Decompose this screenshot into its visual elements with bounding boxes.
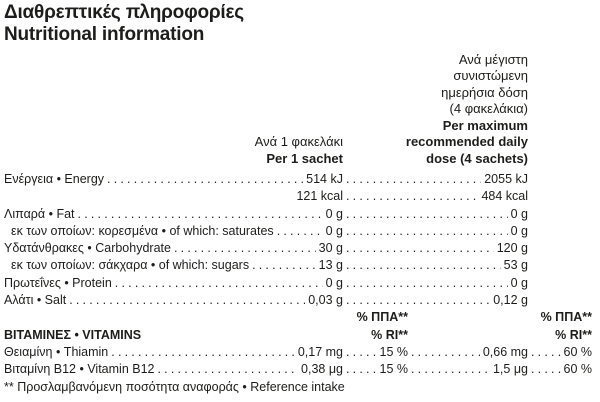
per-sachet-value: 13 g [318, 258, 343, 273]
dot-leader [69, 293, 305, 307]
row-label: Υδατάνθρακες • Carbohydrate [4, 241, 171, 256]
dot-leader [115, 276, 323, 290]
per-sachet-value: 0,38 μg [301, 362, 343, 377]
per-sachet-value: 0 g [325, 206, 343, 221]
dot-leader [346, 224, 508, 238]
per-max-greek-line: ημερήσια δόση [441, 84, 528, 100]
per-sachet-pct: 15 % [379, 362, 409, 377]
table-row-energy-kcal: 121 kcal 484 kcal [4, 189, 596, 206]
row-label: εκ των οποίων: σάκχαρα • of which: sugar… [11, 258, 250, 273]
dot-leader [346, 345, 377, 359]
title-english: Nutritional information [4, 24, 205, 45]
per-max-value: 0 g [510, 223, 528, 238]
table-row-sugars: εκ των οποίων: σάκχαρα • of which: sugar… [4, 258, 596, 275]
row-label: Θειαμίνη • Thiamin [4, 344, 109, 359]
per-max-greek-line: συνιστώμενη [453, 68, 528, 83]
dot-leader [346, 207, 508, 221]
dot-leader [252, 258, 316, 272]
per-sachet-pct: 15 % [379, 344, 409, 359]
table-row-protein: Πρωτεΐνες • Protein 0 g 0 g [4, 276, 596, 293]
per-sachet-greek: Ανά 1 φακελάκι [254, 134, 343, 149]
table-row-saturates: εκ των οποίων: κορεσμένα • of which: sat… [4, 224, 596, 241]
dot-leader [531, 345, 561, 359]
table-row-salt: Αλάτι • Salt 0,03 g 0,12 g [4, 293, 596, 310]
per-max-pct: 60 % [563, 362, 593, 377]
per-max-value: 0,66 mg [482, 344, 528, 359]
dot-leader [277, 224, 323, 238]
per-sachet-value: 0,17 mg [297, 344, 343, 359]
per-max-english-line: Per maximum [442, 117, 528, 133]
reference-intake-footnote: ** Προσλαμβανόμενη ποσότητα αναφοράς • R… [4, 380, 345, 395]
dot-leader [158, 362, 299, 376]
per-max-value: 484 kcal [481, 189, 528, 204]
table-row-thiamin: Θειαμίνη • Thiamin 0,17 mg 15 % 0,66 mg … [4, 345, 596, 362]
per-max-value: 0 g [510, 206, 528, 221]
per-max-english-line: dose (4 sachets) [426, 150, 528, 166]
page-title: Διαθρεπτικές πληροφορίες Nutritional inf… [4, 2, 244, 46]
table-row-fat: Λιπαρά • Fat 0 g 0 g [4, 207, 596, 224]
per-max-greek-line: Ανά μέγιστη [458, 51, 528, 67]
per-max-english-line: recommended daily [405, 134, 528, 149]
dot-leader [346, 189, 478, 203]
row-label: Πρωτεΐνες • Protein [4, 275, 112, 290]
per-sachet-english: Per 1 sachet [266, 150, 343, 166]
table-row-vitamins-header: ΒΙΤΑΜΙΝΕΣ • VITAMINS % RI** % RI** [4, 328, 596, 345]
per-max-value: 0 g [510, 275, 528, 290]
dot-leader [411, 345, 480, 359]
per-sachet-value: 514 kJ [306, 172, 343, 186]
dot-leader [111, 345, 295, 359]
dot-leader [346, 241, 494, 255]
per-sachet-value: 121 kcal [296, 189, 343, 204]
row-label: Βιταμίνη Β12 • Vitamin B12 [4, 362, 155, 377]
ppa-header-sachet: % ΠΠΑ** [356, 310, 408, 325]
per-sachet-value: 0 g [325, 223, 343, 238]
nutrition-table: Ενέργεια • Energy 514 kJ 2055 kJ 121 kca… [4, 172, 596, 397]
table-row-footnote: ** Προσλαμβανόμενη ποσότητα αναφοράς • R… [4, 380, 596, 397]
row-label: εκ των οποίων: κορεσμένα • of which: sat… [11, 223, 274, 238]
row-label: Αλάτι • Salt [4, 293, 67, 308]
table-row-vitamin-b12: Βιταμίνη Β12 • Vitamin B12 0,38 μg 15 % … [4, 362, 596, 379]
table-row-carbohydrate: Υδατάνθρακες • Carbohydrate 30 g 120 g [4, 241, 596, 258]
per-sachet-value: 0 g [325, 275, 343, 290]
per-max-value: 1,5 μg [492, 362, 528, 377]
row-label: Λιπαρά • Fat [4, 206, 75, 221]
per-max-value: 2055 kJ [484, 172, 528, 186]
dot-leader [346, 258, 501, 272]
column-header-per-sachet: Ανά 1 φακελάκι Per 1 sachet [255, 134, 343, 167]
dot-leader [346, 172, 481, 186]
per-max-value: 0,12 g [493, 293, 528, 308]
dot-leader [346, 293, 490, 307]
ri-header-max: % RI** [555, 327, 592, 342]
dot-leader [107, 172, 303, 186]
vitamins-section-label: ΒΙΤΑΜΙΝΕΣ • VITAMINS [4, 327, 142, 342]
dot-leader [411, 362, 490, 376]
per-max-greek-line: (4 φακελάκια) [449, 101, 528, 116]
dot-leader [174, 241, 316, 255]
dot-leader [531, 362, 561, 376]
column-headers: Ανά 1 φακελάκι Per 1 sachet Ανά μέγιστη … [0, 0, 600, 172]
dot-leader [78, 207, 323, 221]
per-sachet-value: 30 g [318, 241, 343, 256]
per-max-value: 53 g [503, 258, 528, 273]
table-row-energy: Ενέργεια • Energy 514 kJ 2055 kJ [4, 172, 596, 189]
table-row-ppa-header: % ΠΠΑ** % ΠΠΑ** [4, 310, 596, 327]
dot-leader [346, 362, 377, 376]
title-greek: Διαθρεπτικές πληροφορίες [4, 2, 244, 23]
ppa-header-max: % ΠΠΑ** [540, 310, 592, 325]
dot-leader [346, 276, 508, 290]
per-sachet-value: 0,03 g [308, 293, 343, 308]
per-max-pct: 60 % [563, 344, 593, 359]
ri-header-sachet: % RI** [371, 327, 408, 342]
row-label: Ενέργεια • Energy [4, 172, 105, 186]
column-header-per-max-dose: Ανά μέγιστη συνιστώμενη ημερήσια δόση (4… [406, 52, 528, 168]
per-max-value: 120 g [496, 241, 528, 256]
